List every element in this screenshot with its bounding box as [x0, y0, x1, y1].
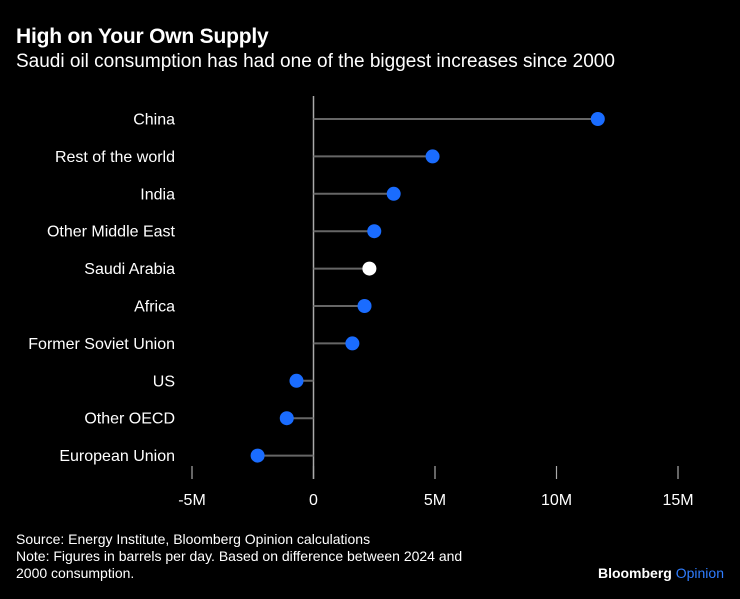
data-point-saudi-arabia [362, 261, 377, 276]
brand-name: Bloomberg [597, 565, 672, 581]
dot-chart: -5M 0 5M 10M 15M China Rest of the world India O… [28, 96, 694, 509]
data-point-former-soviet-union [345, 336, 360, 351]
category-label-rest-of-the-world: Rest of the world [55, 149, 175, 166]
category-label-other-oecd: Other OECD [84, 411, 175, 428]
category-label-european-union: European Union [59, 448, 175, 465]
category-label-china: China [133, 112, 175, 129]
chart-title: High on Your Own Supply [16, 25, 269, 48]
x-tick-label: 10M [541, 492, 572, 509]
category-label-india: India [140, 186, 175, 203]
category-label-us: US [153, 373, 175, 390]
methodology-note-line-1: Note: Figures in barrels per day. Based … [16, 548, 463, 564]
category-label-africa: Africa [134, 299, 175, 316]
chart-footer: Source: Energy Institute, Bloomberg Opin… [16, 531, 462, 582]
x-tick-label: 15M [662, 492, 693, 509]
brand-section: Opinion [675, 565, 724, 581]
data-point-other-oecd [279, 411, 294, 426]
category-label-other-middle-east: Other Middle East [47, 224, 176, 241]
source-note: Source: Energy Institute, Bloomberg Opin… [16, 531, 371, 547]
chart-subtitle: Saudi oil consumption has had one of the… [16, 51, 615, 72]
category-label-saudi-arabia: Saudi Arabia [84, 261, 175, 278]
data-point-other-middle-east [367, 224, 382, 239]
data-point-china [590, 112, 605, 126]
brand-logo: Bloomberg Opinion [598, 565, 724, 581]
data-point-africa [357, 299, 372, 313]
x-tick-label: -5M [178, 492, 206, 509]
category-label-former-soviet-union: Former Soviet Union [28, 336, 175, 353]
x-tick-label: 5M [424, 492, 446, 509]
data-point-us [289, 373, 304, 388]
x-tick-label: 0 [309, 492, 318, 509]
data-point-european-union [250, 448, 265, 463]
data-point-rest-of-the-world [425, 149, 440, 164]
data-point-india [386, 186, 401, 201]
methodology-note-line-2: 2000 consumption. [16, 565, 135, 581]
